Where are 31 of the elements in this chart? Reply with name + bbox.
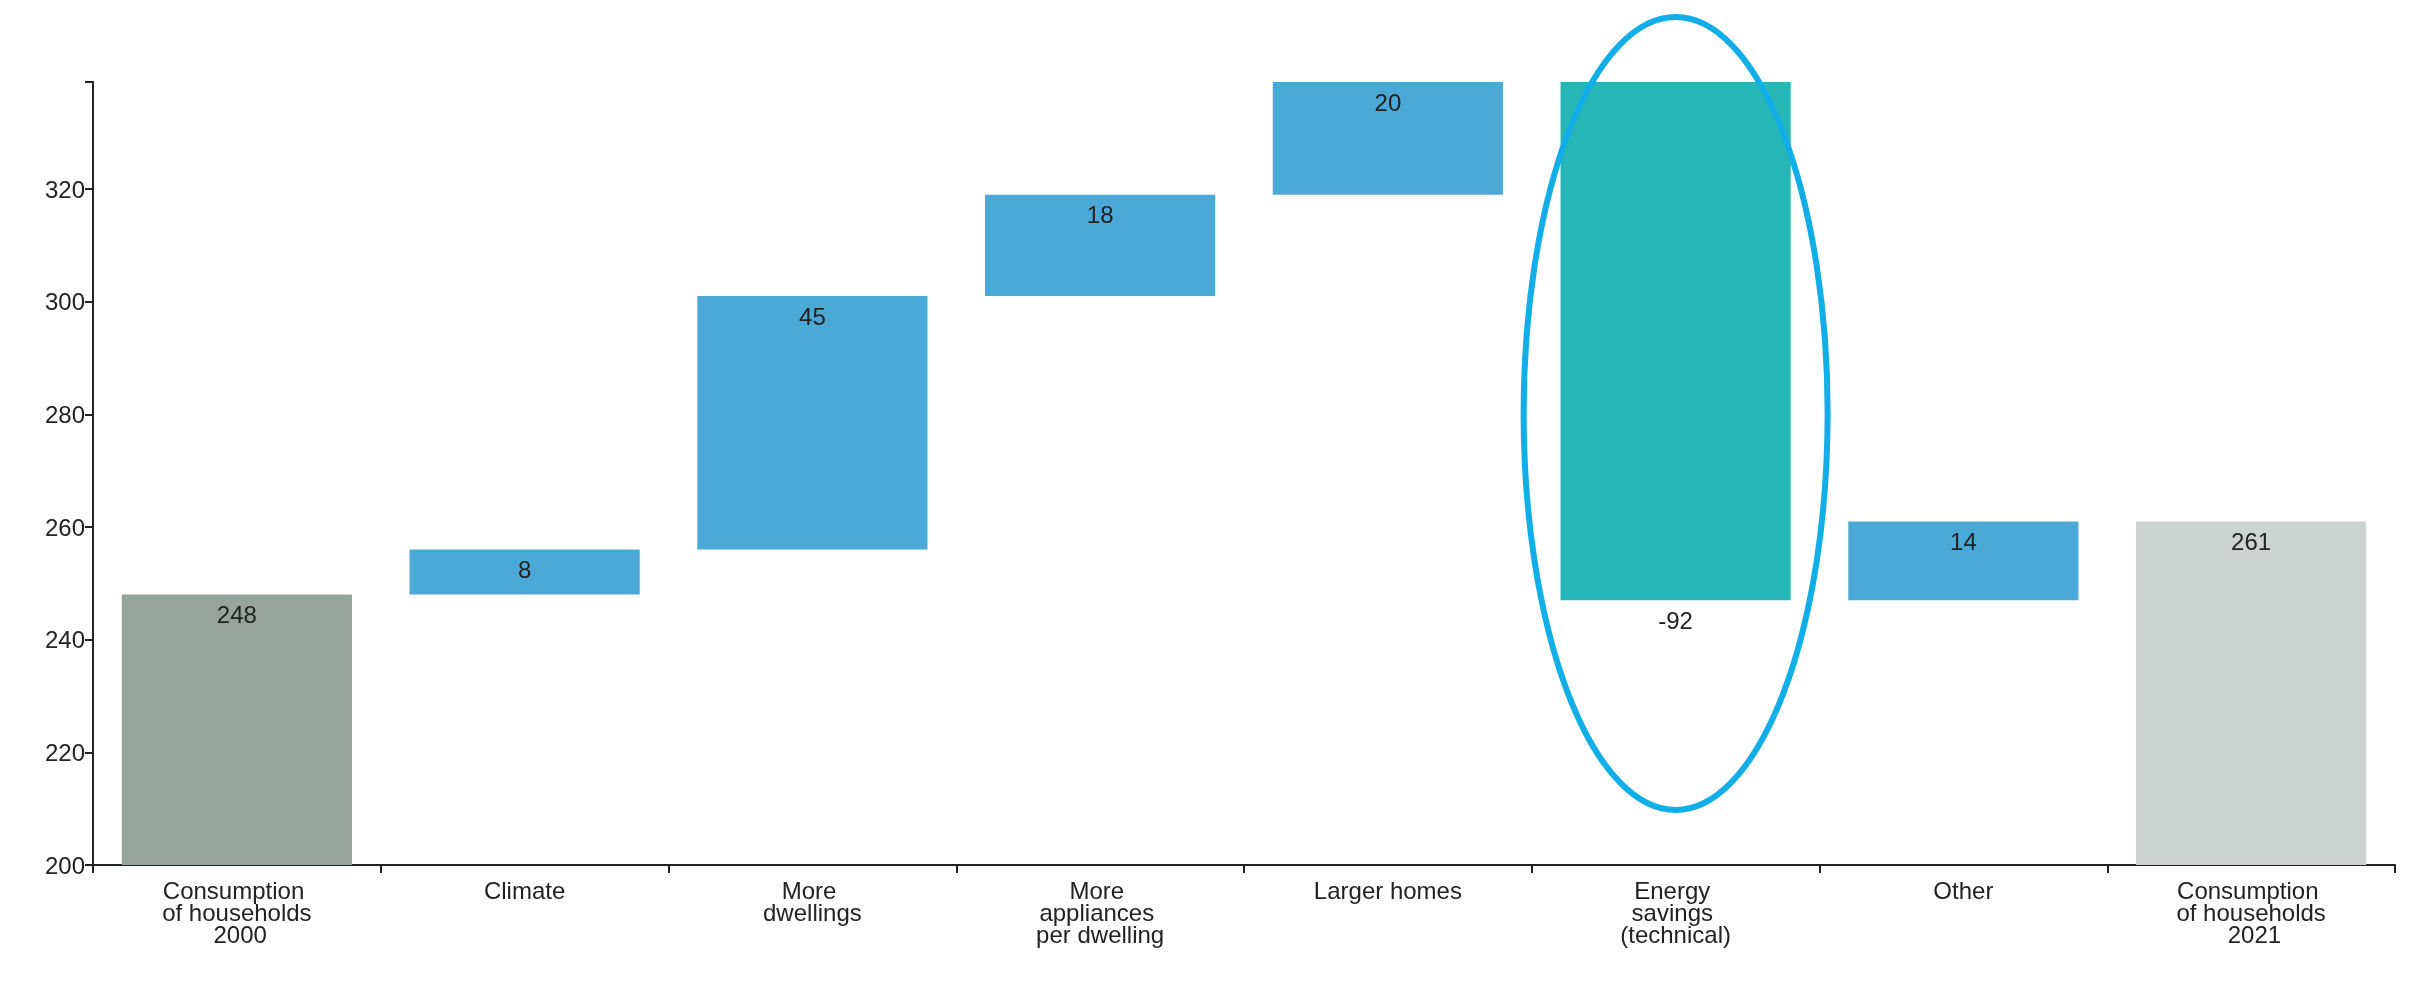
x-tick-label: More appliances per dwelling <box>1036 876 1165 948</box>
x-tick-label: Consumption of households 2000 <box>162 876 312 948</box>
bar <box>1560 82 1791 601</box>
x-tick-label: Larger homes <box>1313 876 1462 904</box>
x-tick-label: Climate <box>483 876 566 904</box>
bar <box>697 296 928 550</box>
bar <box>985 194 1216 297</box>
data-label: 8 <box>517 556 532 584</box>
y-tick-label: 300 <box>44 288 85 316</box>
data-label: 14 <box>1950 527 1977 555</box>
data-label: 18 <box>1086 201 1114 229</box>
x-tick-label: More dwellings <box>763 876 862 926</box>
data-label: 45 <box>799 302 826 330</box>
y-tick-label: 280 <box>44 400 85 428</box>
y-tick-label: 200 <box>44 851 85 879</box>
x-tick-label: Other <box>1933 876 1994 904</box>
y-tick-label: 220 <box>44 738 85 766</box>
data-label: 20 <box>1374 88 1402 116</box>
bar <box>2136 521 2367 865</box>
bar <box>409 549 640 595</box>
y-tick-label: 320 <box>44 175 85 203</box>
x-tick-label: Energy savings (technical) <box>1620 876 1731 948</box>
x-tick-label: Consumption of households 2021 <box>2176 876 2326 948</box>
data-label: 261 <box>2231 527 2272 555</box>
data-label: -92 <box>1658 606 1693 634</box>
data-label: 248 <box>216 601 257 629</box>
bar <box>1848 521 2079 601</box>
y-tick-label: 260 <box>44 513 85 541</box>
bar <box>1272 82 1503 195</box>
y-tick-label: 240 <box>44 626 85 654</box>
bar <box>121 594 352 865</box>
